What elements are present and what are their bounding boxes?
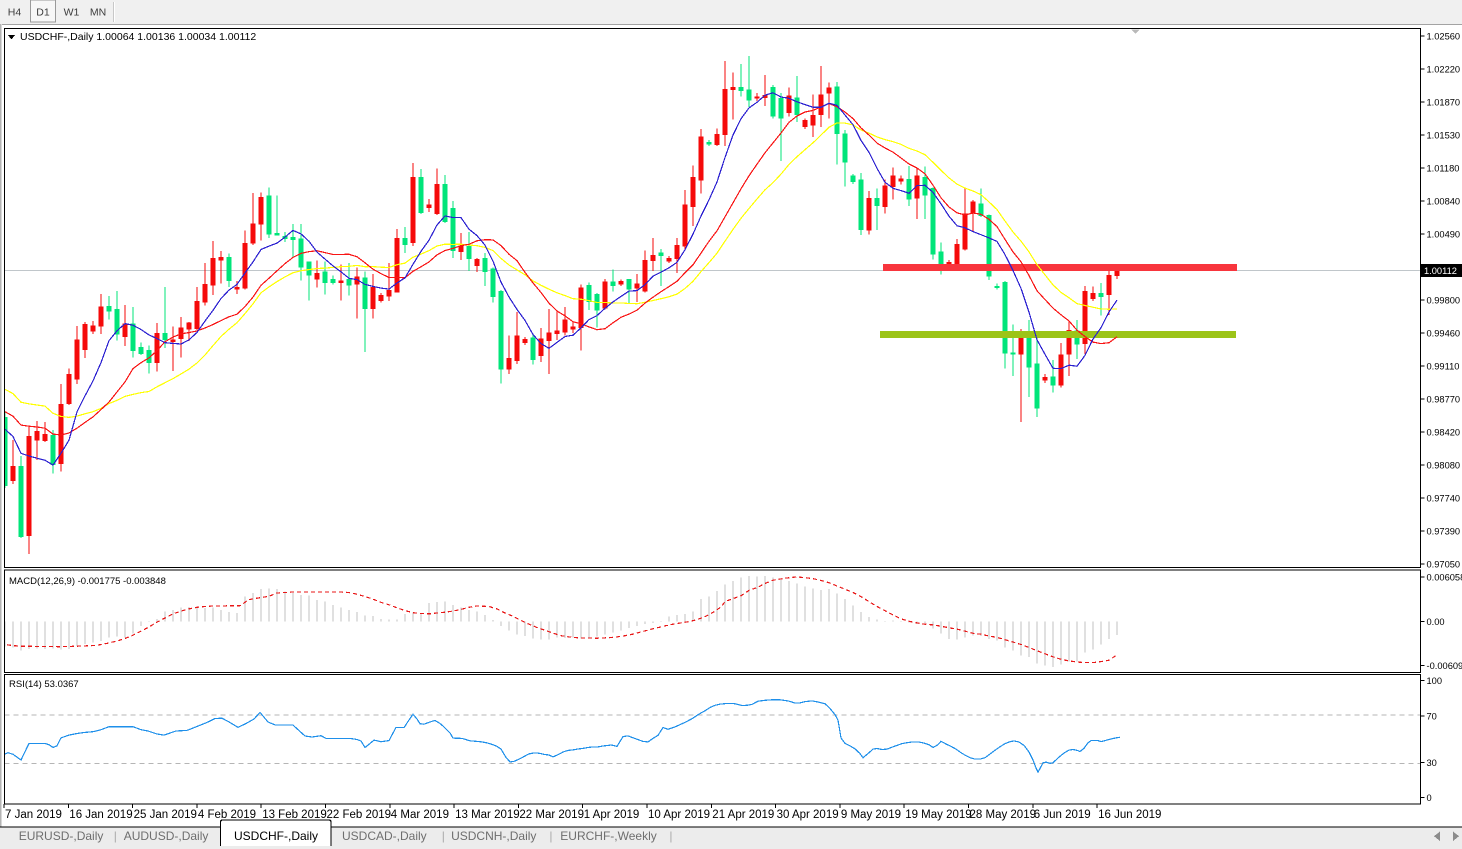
svg-text:MN: MN [90, 7, 106, 19]
svg-text:USDCAD-,Daily: USDCAD-,Daily [342, 829, 427, 843]
svg-text:1.01530: 1.01530 [1427, 131, 1461, 141]
svg-text:0.97390: 0.97390 [1427, 527, 1461, 537]
svg-text:21 Apr 2019: 21 Apr 2019 [712, 809, 774, 821]
svg-text:H4: H4 [8, 7, 22, 19]
svg-text:9 May 2019: 9 May 2019 [841, 809, 901, 821]
svg-text:22 Feb 2019: 22 Feb 2019 [327, 809, 392, 821]
svg-text:70: 70 [1427, 711, 1437, 721]
svg-text:0.97740: 0.97740 [1427, 494, 1461, 504]
svg-text:13 Mar 2019: 13 Mar 2019 [455, 809, 520, 821]
svg-text:-0.006098: -0.006098 [1427, 661, 1462, 671]
svg-text:30: 30 [1427, 758, 1437, 768]
svg-text:30 Apr 2019: 30 Apr 2019 [777, 809, 839, 821]
svg-text:EURUSD-,Daily: EURUSD-,Daily [19, 829, 104, 843]
svg-text:1 Apr 2019: 1 Apr 2019 [584, 809, 640, 821]
svg-text:W1: W1 [64, 7, 80, 19]
svg-text:USDCHF-,Daily: USDCHF-,Daily [234, 829, 318, 843]
svg-text:1.00840: 1.00840 [1427, 197, 1461, 207]
svg-text:28 May 2019: 28 May 2019 [970, 809, 1037, 821]
svg-text:USDCHF-,Daily 1.00064 1.00136: USDCHF-,Daily 1.00064 1.00136 1.00034 1.… [20, 31, 256, 43]
svg-text:16 Jun 2019: 16 Jun 2019 [1098, 809, 1161, 821]
svg-text:0.99460: 0.99460 [1427, 329, 1461, 339]
svg-text:|: | [549, 829, 552, 843]
svg-text:100: 100 [1427, 676, 1443, 686]
svg-text:10 Apr 2019: 10 Apr 2019 [648, 809, 710, 821]
svg-text:1.00490: 1.00490 [1427, 230, 1461, 240]
svg-text:USDCNH-,Daily: USDCNH-,Daily [451, 829, 536, 843]
svg-text:19 May 2019: 19 May 2019 [905, 809, 972, 821]
svg-text:1.01180: 1.01180 [1427, 164, 1460, 174]
svg-text:13 Feb 2019: 13 Feb 2019 [262, 809, 327, 821]
svg-text:AUDUSD-,Daily: AUDUSD-,Daily [124, 829, 209, 843]
svg-text:0.98420: 0.98420 [1427, 428, 1461, 438]
svg-text:|: | [669, 829, 672, 843]
svg-text:MACD(12,26,9) -0.001775 -0.003: MACD(12,26,9) -0.001775 -0.003848 [9, 576, 166, 587]
svg-text:6 Jun 2019: 6 Jun 2019 [1034, 809, 1091, 821]
svg-text:7 Jan 2019: 7 Jan 2019 [5, 809, 62, 821]
svg-text:1.00112: 1.00112 [1424, 266, 1457, 276]
svg-text:RSI(14) 53.0367: RSI(14) 53.0367 [9, 679, 79, 690]
svg-text:EURCHF-,Weekly: EURCHF-,Weekly [560, 829, 656, 843]
svg-text:0.98080: 0.98080 [1427, 461, 1461, 471]
svg-text:0.99800: 0.99800 [1427, 296, 1461, 306]
svg-text:0.98770: 0.98770 [1427, 395, 1461, 405]
svg-text:4 Feb 2019: 4 Feb 2019 [198, 809, 256, 821]
svg-text:0.006058: 0.006058 [1427, 573, 1462, 583]
svg-text:16 Jan 2019: 16 Jan 2019 [69, 809, 132, 821]
svg-text:25 Jan 2019: 25 Jan 2019 [134, 809, 197, 821]
svg-text:0.99110: 0.99110 [1427, 362, 1460, 372]
svg-text:1.01870: 1.01870 [1427, 98, 1461, 108]
svg-text:4 Mar 2019: 4 Mar 2019 [391, 809, 449, 821]
svg-text:0.97050: 0.97050 [1427, 560, 1461, 570]
svg-text:22 Mar 2019: 22 Mar 2019 [519, 809, 584, 821]
svg-text:D1: D1 [36, 7, 50, 19]
svg-text:0.00: 0.00 [1427, 617, 1445, 627]
svg-text:|: | [114, 829, 117, 843]
svg-text:1.02220: 1.02220 [1427, 65, 1461, 75]
svg-text:0: 0 [1427, 793, 1432, 803]
svg-text:|: | [442, 829, 445, 843]
svg-text:1.02560: 1.02560 [1427, 32, 1461, 42]
